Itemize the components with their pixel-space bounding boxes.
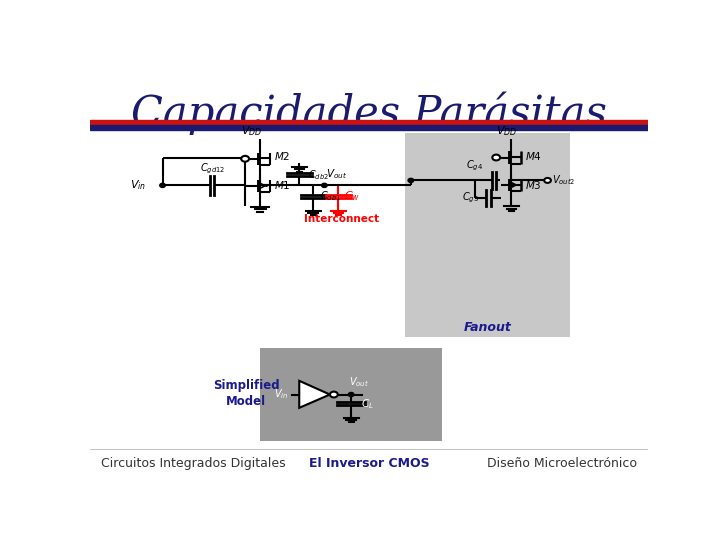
Text: Diseño Microelectrónico: Diseño Microelectrónico (487, 457, 637, 470)
Text: $V_{out2}$: $V_{out2}$ (552, 173, 575, 187)
Text: El Inversor CMOS: El Inversor CMOS (309, 457, 429, 470)
Text: $C_w$: $C_w$ (344, 190, 360, 203)
Text: $V_{out}$: $V_{out}$ (326, 167, 347, 181)
Text: $M3$: $M3$ (526, 179, 542, 191)
Text: $M1$: $M1$ (274, 179, 291, 191)
Circle shape (348, 393, 354, 396)
Text: $V_{in}$: $V_{in}$ (130, 179, 145, 192)
Text: Capacidades Parásitas: Capacidades Parásitas (131, 92, 607, 136)
Text: $C_L$: $C_L$ (361, 397, 374, 410)
Text: $V_{DD}$: $V_{DD}$ (240, 124, 262, 138)
Circle shape (322, 183, 327, 187)
Text: $M2$: $M2$ (274, 150, 291, 163)
Text: $M4$: $M4$ (526, 150, 542, 163)
Text: $C_{gd12}$: $C_{gd12}$ (200, 162, 225, 176)
Circle shape (408, 178, 413, 183)
Polygon shape (300, 381, 330, 408)
Text: $C_{db1}$: $C_{db1}$ (320, 190, 341, 203)
Circle shape (544, 178, 551, 183)
Text: Fanout: Fanout (464, 321, 512, 334)
Bar (405, 133, 570, 337)
Text: $C_{g3}$: $C_{g3}$ (462, 191, 479, 205)
Circle shape (492, 154, 500, 160)
Text: Interconnect: Interconnect (304, 214, 379, 224)
Bar (260, 348, 441, 441)
Text: $V_{out}$: $V_{out}$ (349, 375, 369, 389)
Circle shape (241, 156, 249, 161)
Circle shape (160, 183, 166, 187)
Bar (90, 125, 648, 131)
Text: Circuitos Integrados Digitales: Circuitos Integrados Digitales (101, 457, 286, 470)
Text: Simplified
Model: Simplified Model (213, 379, 279, 408)
Text: $V_{in}$: $V_{in}$ (274, 387, 289, 401)
Text: $C_{g4}$: $C_{g4}$ (466, 159, 482, 173)
Text: $V_{DD}$: $V_{DD}$ (496, 124, 518, 138)
Bar (90, 120, 648, 125)
Circle shape (330, 392, 338, 397)
Text: $C_{db2}$: $C_{db2}$ (307, 168, 328, 182)
